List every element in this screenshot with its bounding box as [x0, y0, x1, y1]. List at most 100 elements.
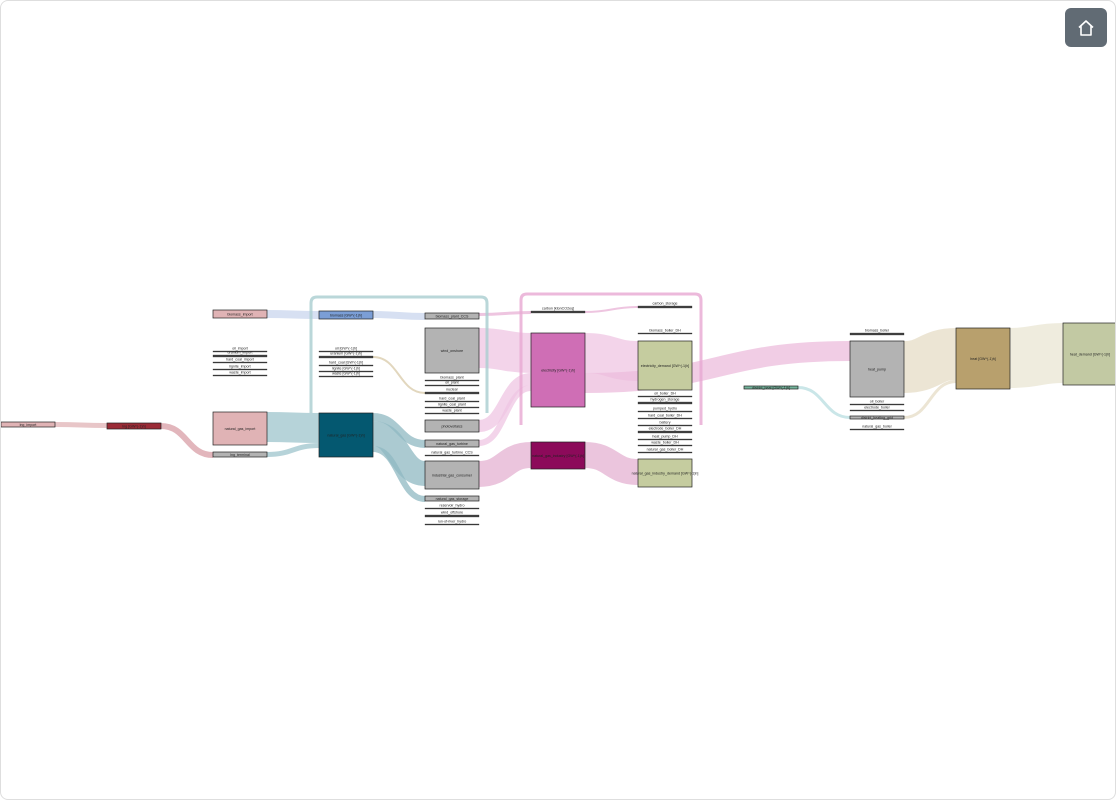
node-oil_boiler[interactable]: oil_boiler: [849, 400, 905, 406]
node-rect[interactable]: [743, 385, 799, 390]
node-hard_coal[interactable]: hard_coal [GW^(-1)h]: [318, 361, 374, 367]
node-uranium[interactable]: uranium [GW^(-1)h]: [318, 352, 374, 359]
link-lng_terminal-to-natural_gas[interactable]: [266, 443, 320, 457]
node-natural_gas_turbine[interactable]: natural_gas_turbine: [424, 439, 480, 448]
link-natural_gas_turbine-to-electricity[interactable]: [478, 385, 532, 446]
node-rect[interactable]: [637, 444, 693, 447]
node-rect[interactable]: [424, 439, 480, 448]
node-biomass[interactable]: biomass [GW^(-1)h]: [318, 310, 374, 320]
node-lignite_coal_plant[interactable]: lignite_coal_plant: [424, 403, 480, 409]
home-button[interactable]: [1065, 8, 1107, 47]
node-hard_coal_import[interactable]: hard_coal_import: [212, 358, 268, 364]
node-rect[interactable]: [1, 421, 56, 428]
node-rect[interactable]: [318, 364, 374, 367]
link-biomass_plant_CCS-to-carbon[interactable]: [478, 311, 532, 316]
node-heat_demand[interactable]: heat_demand [GW^(-1)h]: [1062, 322, 1115, 386]
node-rect[interactable]: [530, 332, 586, 408]
link-biomass_import-to-biomass[interactable]: [266, 310, 320, 319]
node-rect[interactable]: [212, 451, 268, 458]
link-natural_gas-to-natural_gas_storage[interactable]: [372, 446, 426, 502]
node-electrode_boiler[interactable]: electrode_boiler: [849, 406, 905, 412]
node-biomass_plant[interactable]: biomass_plant: [424, 376, 480, 382]
node-rect[interactable]: [106, 422, 162, 430]
node-rect[interactable]: [849, 403, 905, 406]
node-rect[interactable]: [318, 355, 374, 359]
node-rect[interactable]: [424, 507, 480, 510]
node-wind_onshore[interactable]: wind_onshore: [424, 327, 480, 374]
node-rect[interactable]: [212, 411, 268, 446]
node-battery[interactable]: battery: [637, 421, 693, 427]
node-electricity[interactable]: electricity [GW^(-1)h]: [530, 332, 586, 408]
link-lng_import-to-lng[interactable]: [54, 422, 108, 428]
node-hydrogen_storage[interactable]: hydrogen_storage: [637, 398, 693, 405]
node-rect[interactable]: [637, 430, 693, 434]
node-waste_import[interactable]: waste_import: [212, 371, 268, 377]
node-rect[interactable]: [424, 514, 480, 518]
node-rect[interactable]: [637, 424, 693, 427]
node-pumped_hydro[interactable]: pumped_hydro: [637, 407, 693, 413]
link-district_heating_grid-to-heat[interactable]: [903, 380, 957, 419]
node-rect[interactable]: [212, 354, 268, 358]
node-run-of-river_hydro[interactable]: run-of-river_hydro: [424, 520, 480, 526]
node-rect[interactable]: [424, 379, 480, 382]
node-rect[interactable]: [424, 312, 480, 320]
node-rect[interactable]: [637, 410, 693, 413]
node-rect[interactable]: [424, 460, 480, 490]
node-lng_terminal[interactable]: lng_terminal: [212, 451, 268, 458]
node-rect[interactable]: [212, 309, 268, 319]
node-wind_offshore[interactable]: wind_offshore: [424, 511, 480, 518]
node-waste_plant[interactable]: waste_plant: [424, 409, 480, 415]
node-rect[interactable]: [212, 368, 268, 371]
node-oil[interactable]: oil [GW^(-1)h]: [318, 347, 374, 353]
node-biomass_boiler_DH[interactable]: biomass_boiler_DH: [637, 329, 693, 335]
node-lng[interactable]: lng [GW^(-1)h]: [106, 422, 162, 430]
node-nuclear[interactable]: nuclear: [424, 388, 480, 395]
node-rect[interactable]: [212, 350, 268, 353]
node-rect[interactable]: [637, 401, 693, 405]
link-natural_gas_import-to-natural_gas[interactable]: [266, 412, 320, 443]
node-carbon[interactable]: carbon [ktonCO2eq]: [530, 307, 586, 314]
node-rect[interactable]: [212, 374, 268, 377]
node-electricity_demand[interactable]: electricity_demand [GW^(-1)h]: [637, 340, 693, 391]
node-natural_gas_boiler_DH[interactable]: natural_gas_boiler_DH: [637, 448, 693, 454]
node-rect[interactable]: [424, 419, 480, 433]
node-lignite_import[interactable]: lignite_import: [212, 365, 268, 371]
node-district_heating_grid[interactable]: district_heating_grid: [849, 415, 905, 420]
node-carbon_storage[interactable]: carbon_storage: [637, 302, 693, 309]
node-biomass_boiler[interactable]: biomass_boiler: [849, 329, 905, 336]
node-lignite[interactable]: lignite [GW^(-1)h]: [318, 367, 374, 373]
node-uranium_import[interactable]: uranium_import: [212, 351, 268, 358]
node-rect[interactable]: [637, 395, 693, 398]
node-rect[interactable]: [424, 391, 480, 395]
node-rect[interactable]: [318, 412, 374, 458]
node-rect[interactable]: [637, 438, 693, 441]
node-heat_pump_DH[interactable]: heat_pump_DH: [637, 435, 693, 441]
node-rect[interactable]: [424, 495, 480, 502]
node-natural_gas_industry_demand[interactable]: natural_gas_industry_demand [GW^(-1)h]: [632, 458, 699, 488]
node-rect[interactable]: [318, 375, 374, 378]
node-rect[interactable]: [424, 454, 480, 457]
link-electricity-to-heat_pump[interactable]: [584, 341, 851, 393]
node-natural_gas[interactable]: natural_gas [GW^(-1)h]: [318, 412, 374, 458]
node-electrode_boiler_DH[interactable]: electrode_boiler_DH: [637, 427, 693, 434]
node-waste_boiler_DH[interactable]: waste_boiler_DH: [637, 441, 693, 447]
node-rect[interactable]: [849, 415, 905, 420]
link-biomass-to-biomass_plant_CCS[interactable]: [372, 311, 426, 320]
link-district_heat-to-district_heating_grid[interactable]: [797, 386, 851, 419]
node-reservoir_hydro[interactable]: reservoir_hydro: [424, 504, 480, 510]
node-rect[interactable]: [637, 305, 693, 309]
node-rect[interactable]: [212, 361, 268, 364]
node-photovoltaics[interactable]: photovoltaics: [424, 419, 480, 433]
link-natural_gas_industry-to-natural_gas_industry_demand[interactable]: [584, 442, 639, 485]
node-rect[interactable]: [318, 370, 374, 373]
node-rect[interactable]: [424, 384, 480, 387]
node-rect[interactable]: [637, 332, 693, 335]
node-hard_coal_plant[interactable]: hard_coal_plant: [424, 397, 480, 403]
link-heat_pump-to-heat[interactable]: [902, 328, 958, 393]
link-wind_onshore-to-electricity[interactable]: [478, 328, 532, 373]
node-oil_boiler_DH[interactable]: oil_boiler_DH: [637, 392, 693, 398]
node-rect[interactable]: [424, 327, 480, 374]
node-district_heat[interactable]: district_heat [GW^(-1)h]: [743, 385, 799, 390]
link-natural_gas-to-natural_gas_turbine[interactable]: [372, 413, 426, 448]
node-rect[interactable]: [1062, 322, 1115, 386]
